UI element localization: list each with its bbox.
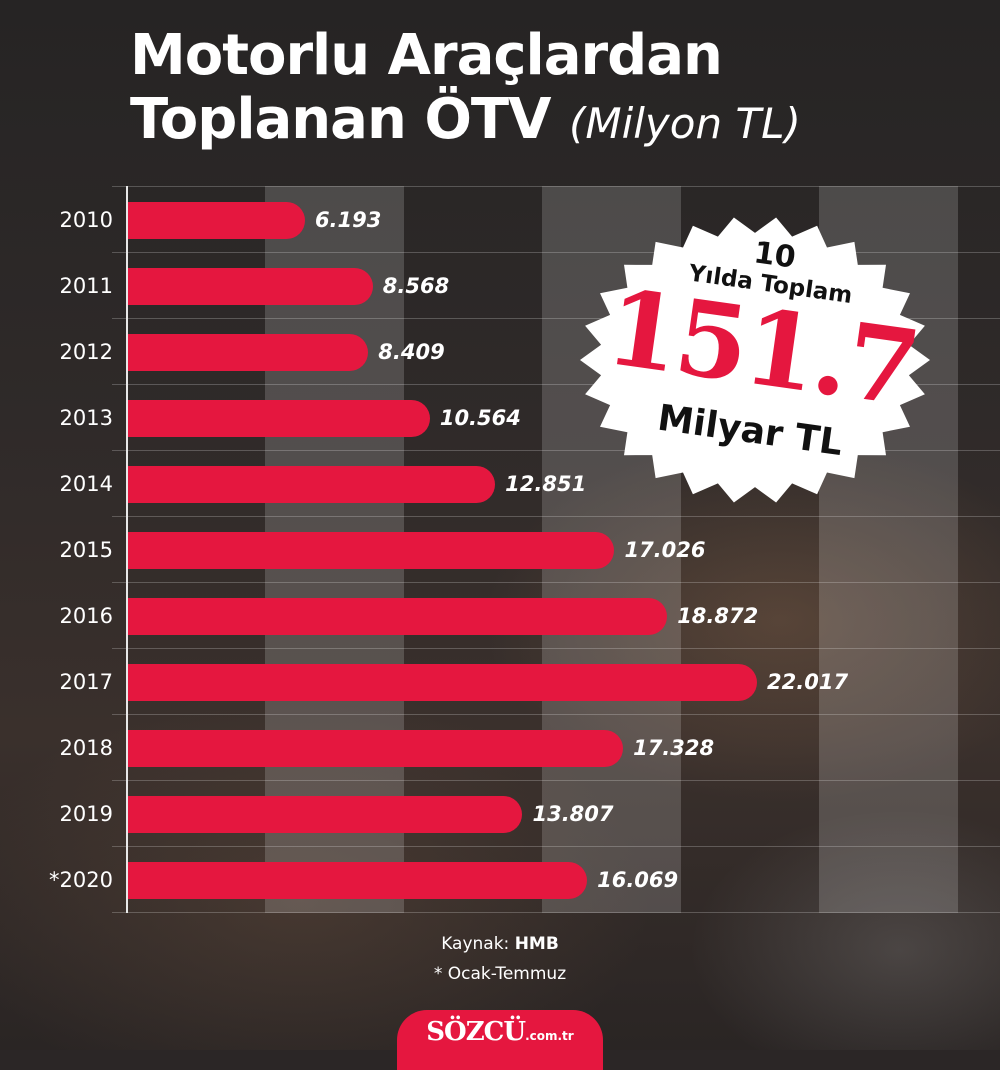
logo-domain: .com.tr [525, 1029, 574, 1043]
row-separator [112, 582, 1000, 583]
row-separator [112, 780, 1000, 781]
y-tick-label: 2011 [59, 274, 113, 298]
y-tick-label: 2017 [59, 670, 113, 694]
data-label: 22.017 [767, 670, 849, 694]
bar [128, 400, 430, 437]
data-label: 12.851 [505, 472, 587, 496]
y-tick-label: 2016 [59, 604, 113, 628]
bar [128, 268, 373, 305]
bar [128, 730, 624, 767]
footnote: * Ocak-Temmuz [433, 964, 567, 984]
bar [128, 334, 369, 371]
logo-brand: SÖZCÜ [426, 1017, 526, 1047]
row-separator [112, 450, 1000, 451]
source-line: Kaynak: HMB [0, 934, 1000, 954]
data-label: 10.564 [439, 406, 521, 430]
y-axis-line [126, 186, 128, 913]
row-separator [112, 516, 1000, 517]
title-line-2: Toplanan ÖTV [130, 87, 551, 152]
starburst-badge [580, 217, 930, 503]
y-tick-label: 2012 [59, 340, 113, 364]
y-tick-label: 2013 [59, 406, 113, 430]
badge-text: 10 Yılda Toplam 151.7 Milyar TL [574, 208, 947, 513]
y-tick-label: 2015 [59, 538, 113, 562]
title-unit: (Milyon TL) [568, 99, 801, 148]
data-label: 17.026 [624, 538, 706, 562]
row-separator [112, 384, 1000, 385]
source-value: HMB [514, 934, 559, 954]
data-label: 8.409 [378, 340, 445, 364]
bar [128, 532, 615, 569]
bar [128, 202, 305, 239]
bar [128, 862, 588, 899]
row-separator [112, 846, 1000, 847]
badge-shape [580, 217, 930, 503]
row-separator [112, 186, 1000, 187]
y-tick-label: 2010 [59, 208, 113, 232]
data-label: 6.193 [314, 208, 382, 232]
data-label: 8.568 [382, 274, 450, 298]
y-tick-label: 2019 [59, 802, 113, 826]
bar [128, 664, 758, 701]
title-line-1: Motorlu Araçlardan [130, 23, 723, 88]
bar [128, 466, 496, 503]
bar [128, 598, 668, 635]
data-label: 16.069 [597, 868, 679, 892]
y-tick-label: *2020 [49, 868, 113, 892]
row-separator [112, 714, 1000, 715]
data-label: 17.328 [633, 736, 715, 760]
data-label: 13.807 [532, 802, 614, 826]
bar [128, 796, 523, 833]
data-label: 18.872 [677, 604, 759, 628]
row-separator [112, 318, 1000, 319]
row-separator [112, 648, 1000, 649]
sozcu-logo: SÖZCÜ.com.tr [397, 1010, 603, 1070]
row-separator [112, 912, 1000, 913]
source-label: Kaynak: [441, 934, 510, 954]
row-separator [112, 252, 1000, 253]
chart-title: Motorlu Araçlardan Toplanan ÖTV (Milyon … [130, 24, 801, 156]
y-tick-label: 2018 [59, 736, 113, 760]
y-tick-label: 2014 [59, 472, 113, 496]
